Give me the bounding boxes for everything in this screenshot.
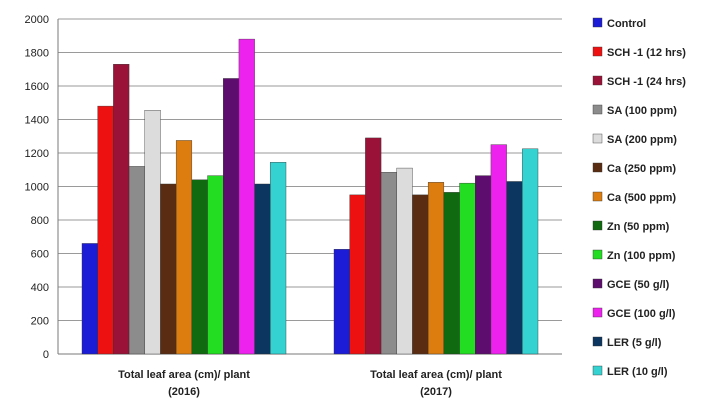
bar bbox=[459, 182, 476, 355]
legend-swatch bbox=[592, 365, 603, 376]
legend-swatch bbox=[592, 249, 603, 260]
legend-label: GCE (50 g/l) bbox=[607, 279, 670, 291]
y-tick-label: 400 bbox=[31, 282, 49, 294]
x-category-label: Total leaf area (cm)/ plant bbox=[118, 369, 250, 381]
y-tick-label: 200 bbox=[31, 316, 49, 328]
legend: Control SCH -1 (12 hrs) SCH -1 (24 hrs) SA … bbox=[592, 17, 686, 378]
bar bbox=[175, 140, 193, 355]
bar bbox=[365, 137, 382, 355]
legend-swatch bbox=[592, 307, 603, 318]
legend-swatch bbox=[592, 104, 603, 115]
bar bbox=[475, 175, 492, 355]
y-tick-label: 1400 bbox=[25, 115, 49, 127]
legend-label: Zn (50 ppm) bbox=[607, 221, 670, 233]
bar bbox=[270, 162, 287, 355]
legend-swatch bbox=[592, 220, 603, 231]
legend-label: Zn (100 ppm) bbox=[607, 250, 676, 262]
y-tick-label: 2000 bbox=[25, 14, 49, 26]
y-tick-label: 1800 bbox=[25, 48, 49, 60]
legend-swatch bbox=[592, 133, 603, 144]
legend-label: Ca (500 ppm) bbox=[607, 192, 676, 204]
category-labels: Total leaf area (cm)/ plant (2016) Total l… bbox=[118, 369, 502, 398]
y-tick-label: 1600 bbox=[25, 81, 49, 93]
bar bbox=[254, 183, 271, 355]
y-tick-label: 1200 bbox=[25, 148, 49, 160]
legend-swatch bbox=[592, 17, 603, 28]
bar bbox=[207, 175, 224, 355]
legend-label: LER (5 g/l) bbox=[607, 337, 662, 349]
bar bbox=[349, 194, 366, 355]
x-category-label: (2016) bbox=[168, 386, 200, 398]
legend-label: Ca (250 ppm) bbox=[607, 163, 676, 175]
x-category-label: (2017) bbox=[420, 386, 452, 398]
legend-swatch bbox=[592, 46, 603, 57]
legend-swatch bbox=[592, 278, 603, 289]
bars bbox=[81, 38, 539, 355]
bar bbox=[238, 38, 255, 355]
bar bbox=[191, 179, 208, 355]
bar bbox=[223, 78, 240, 355]
y-tick-label: 0 bbox=[43, 349, 49, 361]
legend-swatch bbox=[592, 75, 603, 86]
bar bbox=[380, 172, 397, 355]
legend-swatch bbox=[592, 162, 603, 173]
bar bbox=[506, 181, 523, 355]
bar bbox=[113, 64, 130, 355]
bar bbox=[427, 182, 445, 355]
bar bbox=[144, 110, 161, 355]
bar bbox=[412, 194, 429, 355]
bar bbox=[97, 105, 114, 355]
legend-label: SCH -1 (24 hrs) bbox=[607, 76, 686, 88]
y-tick-label: 1000 bbox=[25, 182, 49, 194]
axes: 0 200 400 600 800 1000 1200 1400 1600 1800 2000 bbox=[25, 14, 562, 361]
legend-label: Control bbox=[607, 18, 646, 30]
legend-label: LER (10 g/l) bbox=[607, 366, 668, 378]
x-category-label: Total leaf area (cm)/ plant bbox=[370, 369, 502, 381]
legend-label: SA (200 ppm) bbox=[607, 134, 677, 146]
legend-swatch bbox=[592, 191, 603, 202]
bar bbox=[160, 183, 177, 355]
legend-label: GCE (100 g/l) bbox=[607, 308, 676, 320]
y-tick-label: 600 bbox=[31, 249, 49, 261]
bar bbox=[396, 167, 413, 355]
legend-swatch bbox=[592, 336, 603, 347]
legend-label: SCH -1 (12 hrs) bbox=[607, 47, 686, 59]
y-tick-label: 800 bbox=[31, 215, 49, 227]
bar bbox=[333, 249, 350, 355]
bar bbox=[128, 166, 145, 355]
bar bbox=[81, 243, 98, 355]
bar bbox=[522, 148, 539, 355]
legend-label: SA (100 ppm) bbox=[607, 105, 677, 117]
bar bbox=[490, 144, 507, 355]
bar bbox=[443, 192, 460, 355]
